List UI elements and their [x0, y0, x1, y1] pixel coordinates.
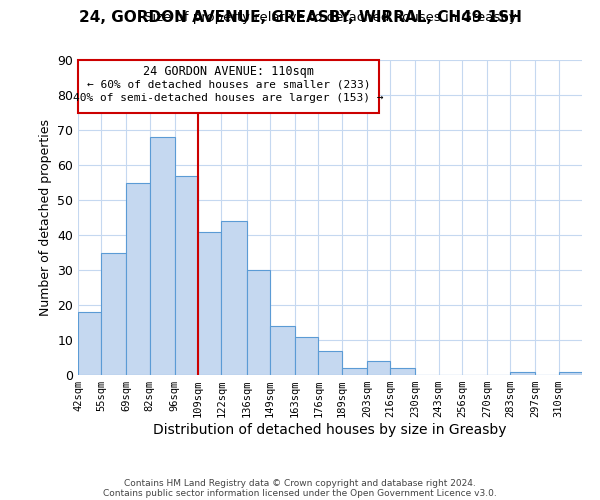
Bar [367, 361, 390, 375]
Bar [559, 372, 582, 375]
Title: Size of property relative to detached houses in Greasby: Size of property relative to detached ho… [143, 11, 517, 24]
Bar [390, 368, 415, 375]
Bar [198, 232, 221, 375]
Bar [341, 368, 367, 375]
Text: ← 60% of detached houses are smaller (233): ← 60% of detached houses are smaller (23… [87, 79, 370, 89]
Bar [270, 326, 295, 375]
FancyBboxPatch shape [78, 60, 379, 112]
Bar [127, 182, 150, 375]
Bar [319, 350, 341, 375]
Bar [78, 312, 101, 375]
Text: Contains public sector information licensed under the Open Government Licence v3: Contains public sector information licen… [103, 488, 497, 498]
Bar [510, 372, 535, 375]
X-axis label: Distribution of detached houses by size in Greasby: Distribution of detached houses by size … [153, 423, 507, 437]
Text: 24 GORDON AVENUE: 110sqm: 24 GORDON AVENUE: 110sqm [143, 65, 314, 78]
Bar [175, 176, 198, 375]
Bar [150, 137, 175, 375]
Bar [295, 336, 319, 375]
Bar [247, 270, 270, 375]
Y-axis label: Number of detached properties: Number of detached properties [38, 119, 52, 316]
Text: Contains HM Land Registry data © Crown copyright and database right 2024.: Contains HM Land Registry data © Crown c… [124, 478, 476, 488]
Text: 40% of semi-detached houses are larger (153) →: 40% of semi-detached houses are larger (… [73, 93, 384, 104]
Bar [101, 252, 127, 375]
Bar [221, 221, 247, 375]
Text: 24, GORDON AVENUE, GREASBY, WIRRAL, CH49 1SH: 24, GORDON AVENUE, GREASBY, WIRRAL, CH49… [79, 10, 521, 25]
